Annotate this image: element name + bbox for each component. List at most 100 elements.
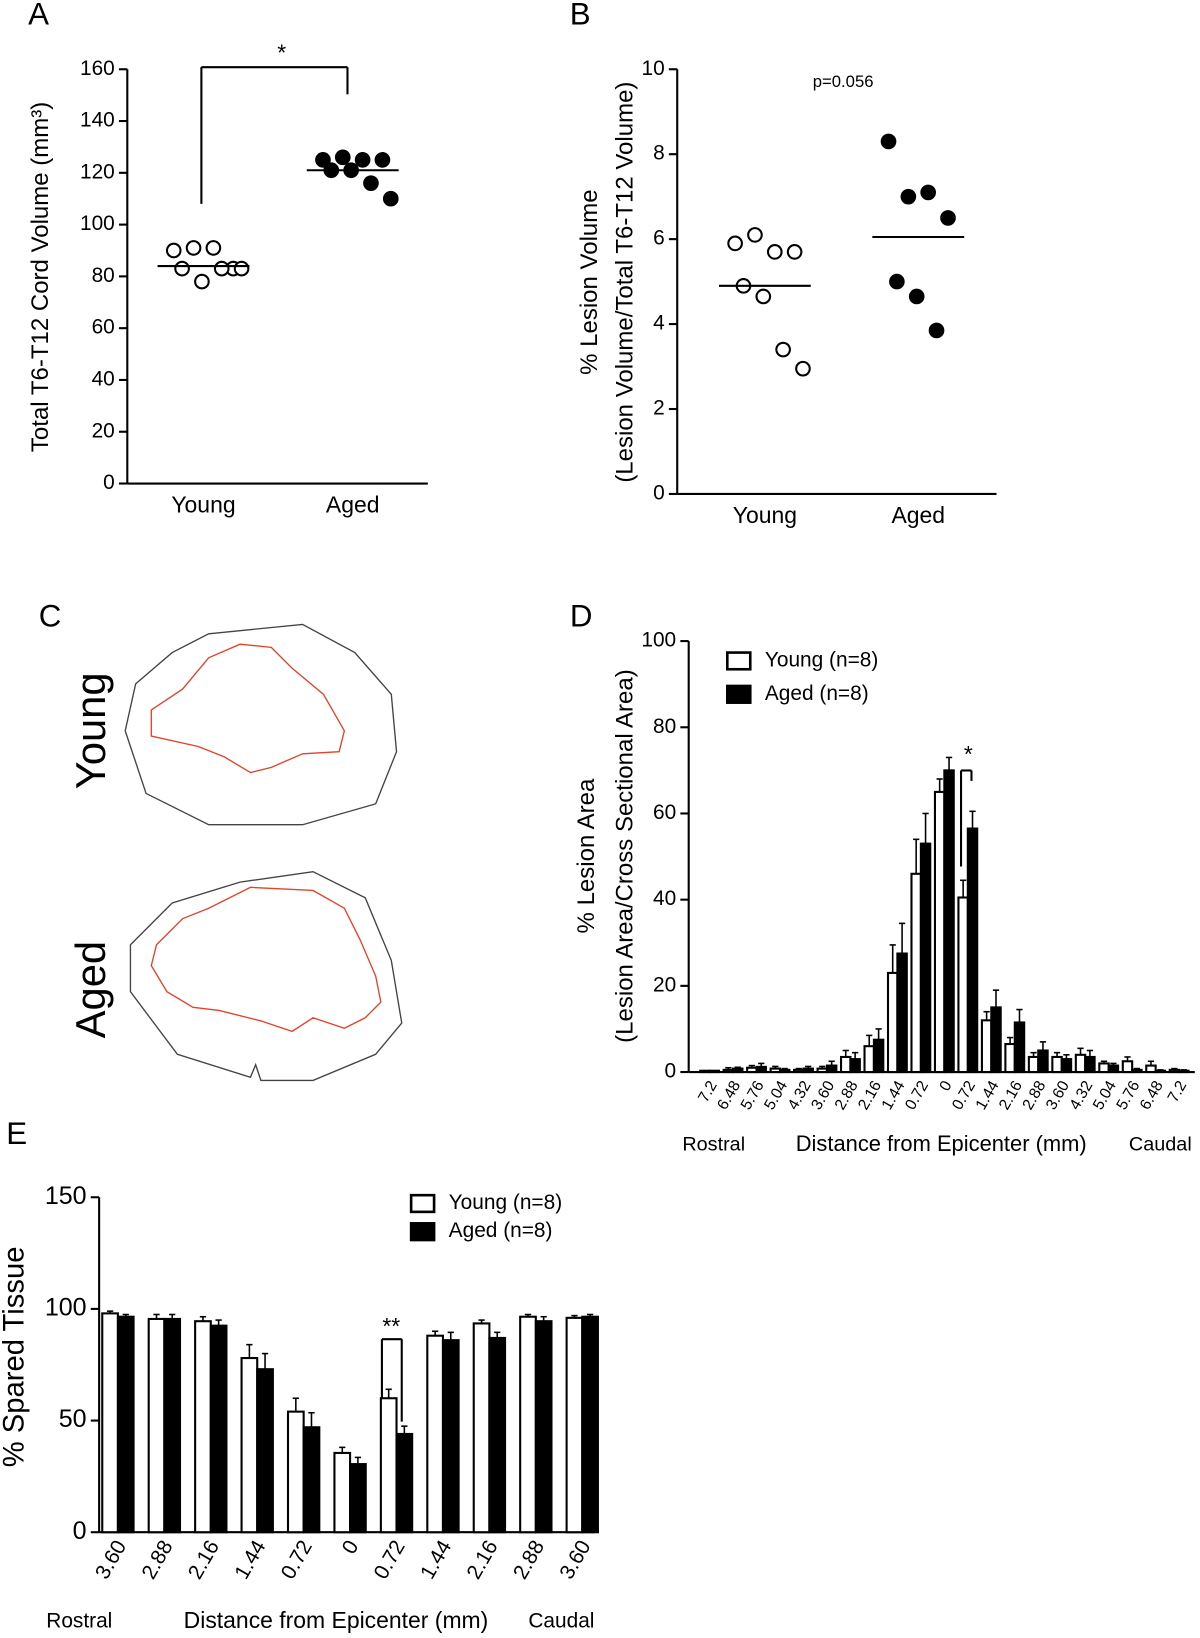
x-tick-label: 1.44 (416, 1536, 456, 1583)
bar (1168, 1068, 1181, 1074)
bar (910, 872, 922, 1074)
bar (1074, 1053, 1087, 1074)
bar (957, 896, 969, 1074)
y-tick-label: 20 (653, 973, 676, 996)
x-axis-label: Caudal (1129, 1133, 1192, 1155)
x-axis-label: Caudal (528, 1609, 594, 1632)
bar (194, 1320, 212, 1534)
data-point (755, 288, 772, 305)
bar (116, 1315, 135, 1534)
bar (395, 1432, 414, 1534)
bar (256, 1368, 274, 1534)
legend-label: Aged (n=8) (449, 1219, 553, 1242)
bar (769, 1067, 782, 1074)
annotation: p=0.056 (813, 72, 874, 91)
bar (565, 1316, 584, 1534)
bar (746, 1066, 758, 1074)
bar (1121, 1060, 1134, 1074)
bar (240, 1356, 259, 1534)
y-axis-label: Total T6-T12 Cord Volume (mm³) (27, 102, 54, 452)
x-tick-label: 1.44 (879, 1078, 909, 1113)
bar (919, 842, 932, 1074)
bar (886, 971, 899, 1074)
data-point (334, 149, 351, 166)
x-tick-label: 5.04 (1090, 1078, 1120, 1113)
data-point (889, 273, 905, 290)
panel-letter: D (570, 598, 593, 633)
bar (816, 1067, 828, 1074)
legend-swatch (409, 1193, 436, 1214)
x-tick-label: 2.16 (462, 1536, 502, 1583)
x-tick-label: 5.04 (761, 1078, 791, 1113)
annotation: ** (382, 1313, 400, 1339)
y-tick-label: 0 (73, 1517, 87, 1545)
x-tick-label: 0.72 (949, 1078, 979, 1113)
data-point (233, 260, 250, 277)
x-tick-label: Young (171, 492, 235, 518)
y-tick-label: 80 (92, 264, 115, 287)
bar (825, 1064, 838, 1074)
bar (872, 1038, 885, 1074)
bar (441, 1339, 460, 1534)
x-tick-label: 0.72 (277, 1536, 317, 1583)
x-tick-label: 3.60 (91, 1536, 131, 1583)
y-tick-label: 140 (80, 109, 115, 132)
bar (163, 1317, 182, 1534)
bar (840, 1055, 852, 1074)
bar (349, 1463, 367, 1534)
y-tick-label: 4 (653, 312, 665, 335)
panel-letter: B (570, 0, 591, 31)
bar (472, 1322, 491, 1534)
data-point (194, 273, 210, 290)
y-tick-label: 150 (45, 1182, 87, 1210)
data-point (374, 152, 391, 168)
x-tick-label: 2.16 (855, 1078, 885, 1113)
bar (863, 1045, 875, 1074)
data-point (205, 240, 222, 256)
y-tick-label: 40 (653, 887, 676, 910)
x-tick-label: 0.72 (370, 1536, 410, 1583)
bar (1051, 1055, 1063, 1074)
bar (699, 1069, 711, 1074)
x-tick-label: 2.88 (832, 1078, 862, 1113)
y-tick-label: 0 (103, 471, 115, 494)
data-point (165, 242, 182, 259)
panel-c-outlines (124, 623, 403, 1082)
data-point (213, 260, 230, 277)
panel-letter: C (39, 598, 62, 633)
x-tick-label: Aged (891, 502, 945, 528)
data-point (185, 240, 202, 256)
legend-swatch (409, 1222, 436, 1242)
bar (802, 1067, 814, 1074)
y-tick-label: 60 (653, 801, 676, 824)
x-tick-label: 6.48 (1137, 1078, 1167, 1113)
annotation: * (277, 40, 286, 66)
x-tick-label: 7.2 (1165, 1078, 1191, 1105)
x-tick-label: 1.44 (230, 1536, 270, 1583)
data-point (900, 188, 917, 205)
data-point (747, 227, 763, 243)
x-tick-label: 2.88 (1020, 1078, 1050, 1113)
data-point (315, 152, 331, 168)
x-tick-label: 4.32 (1066, 1078, 1096, 1113)
x-tick-label: 5.76 (738, 1078, 768, 1113)
y-tick-label: 160 (80, 57, 115, 80)
bar (793, 1068, 805, 1074)
x-tick-label: 3.60 (555, 1536, 595, 1583)
bar (1027, 1055, 1040, 1074)
bar (933, 790, 946, 1074)
y-tick-label: 50 (59, 1405, 87, 1433)
x-axis-label: Rostral (46, 1609, 112, 1632)
bar (488, 1336, 507, 1534)
row-label: Young (67, 672, 114, 789)
bar (990, 1006, 1002, 1074)
y-axis-label: (Lesion Volume/Total T6-T12 Volume) (611, 82, 638, 483)
y-tick-label: 100 (80, 212, 115, 235)
y-axis-label: (Lesion Area/Cross Sectional Area) (611, 669, 638, 1043)
data-point (174, 260, 190, 277)
y-tick-label: 8 (653, 142, 665, 165)
data-point (908, 288, 925, 305)
bar (943, 769, 955, 1074)
data-point (795, 360, 811, 377)
